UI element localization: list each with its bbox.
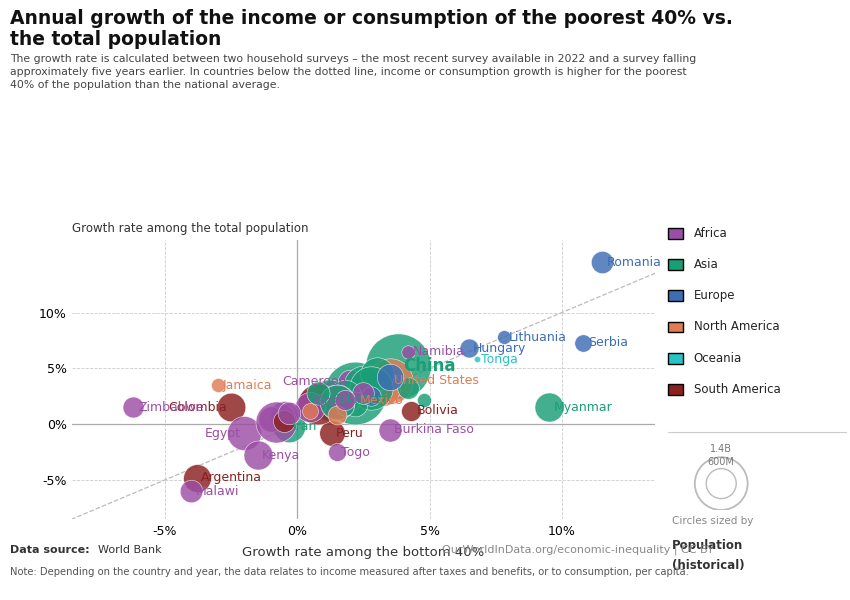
Text: Peru: Peru [336,427,363,440]
Point [401,347,415,356]
Text: (historical): (historical) [672,559,745,572]
Point [383,425,397,434]
Text: Our World: Our World [720,18,783,28]
Text: Oceania: Oceania [694,352,742,365]
Point [338,391,352,401]
Point [356,380,370,390]
Text: Lithuania: Lithuania [509,331,567,344]
Text: Mexico: Mexico [360,394,404,407]
Text: China: China [403,357,456,375]
Point [303,397,317,407]
Point [322,395,336,404]
Point [303,403,317,412]
Text: Serbia: Serbia [588,336,628,349]
Text: 600M: 600M [708,457,734,467]
Point [277,410,291,420]
Text: Iran: Iran [293,420,318,433]
Point [356,388,370,398]
Text: Note: Depending on the country and year, the data relates to income measured aft: Note: Depending on the country and year,… [10,567,689,577]
Text: Myanmar: Myanmar [554,401,613,414]
Text: the total population: the total population [10,30,222,49]
Text: United States: United States [394,374,479,387]
Point [190,473,203,482]
Text: Romania: Romania [607,256,662,269]
Point [269,417,283,427]
Point [237,428,251,438]
Point [343,377,357,386]
Text: OurWorldInData.org/economic-inequality | CC BY: OurWorldInData.org/economic-inequality |… [442,545,714,556]
Text: South America: South America [694,383,780,396]
Text: Data source:: Data source: [10,545,90,555]
Text: North America: North America [694,320,779,334]
Point [365,383,378,393]
Text: Malawi: Malawi [196,485,239,497]
Point [383,373,397,382]
Point [330,397,343,407]
Point [595,257,609,267]
Text: Ghana: Ghana [314,395,355,409]
Point [282,422,296,431]
Point [303,406,317,416]
Text: Population: Population [672,539,744,552]
Point [375,383,388,393]
Text: Egypt: Egypt [204,427,241,440]
Text: Kenya: Kenya [262,449,300,462]
Point [401,383,415,393]
Point [264,414,278,424]
Point [370,369,383,379]
Text: Pakistan: Pakistan [333,393,385,406]
Point [405,406,418,416]
Text: Jamaica: Jamaica [223,379,273,392]
Text: Circles sized by: Circles sized by [672,516,754,526]
Point [470,355,484,364]
Text: Hungary: Hungary [473,342,527,355]
Text: Africa: Africa [694,227,728,240]
Text: in Data: in Data [729,34,774,44]
Point [282,408,296,418]
Text: Colombia: Colombia [168,401,227,414]
Point [224,403,238,412]
Point [338,403,352,412]
Point [127,403,140,412]
Point [541,403,555,412]
Text: Cameroon: Cameroon [282,375,346,388]
Text: Annual growth of the income or consumption of the poorest 40% vs.: Annual growth of the income or consumpti… [10,9,733,28]
Point [576,338,590,347]
Point [325,428,338,438]
Point [348,388,362,398]
Text: Europe: Europe [694,289,735,302]
X-axis label: Growth rate among the bottom 40%: Growth rate among the bottom 40% [242,546,484,559]
Point [462,343,476,353]
Text: Togo: Togo [341,446,370,458]
Text: The growth rate is calculated between two household surveys – the most recent su: The growth rate is calculated between tw… [10,54,696,91]
Point [330,397,343,407]
Text: World Bank: World Bank [98,545,162,555]
Point [417,395,431,404]
Point [365,391,378,401]
Text: Burkina Faso: Burkina Faso [394,423,473,436]
Text: Growth rate among the total population: Growth rate among the total population [72,222,309,235]
Point [184,486,198,496]
Text: Bolivia: Bolivia [416,404,458,417]
Text: Tonga: Tonga [481,353,518,366]
Point [312,388,326,398]
Point [348,399,362,409]
Text: Asia: Asia [694,258,718,271]
Text: Argentina: Argentina [201,471,262,484]
Point [330,447,343,457]
Text: Namibia: Namibia [412,345,464,358]
Point [383,376,397,385]
Point [211,380,224,390]
Point [277,416,291,425]
Point [497,332,511,342]
Point [338,395,352,404]
Point [330,410,343,420]
Point [391,361,405,371]
Point [251,451,264,460]
Point [312,399,326,409]
Text: 1.4B: 1.4B [711,444,732,454]
Text: Zimbabwe: Zimbabwe [139,401,204,414]
